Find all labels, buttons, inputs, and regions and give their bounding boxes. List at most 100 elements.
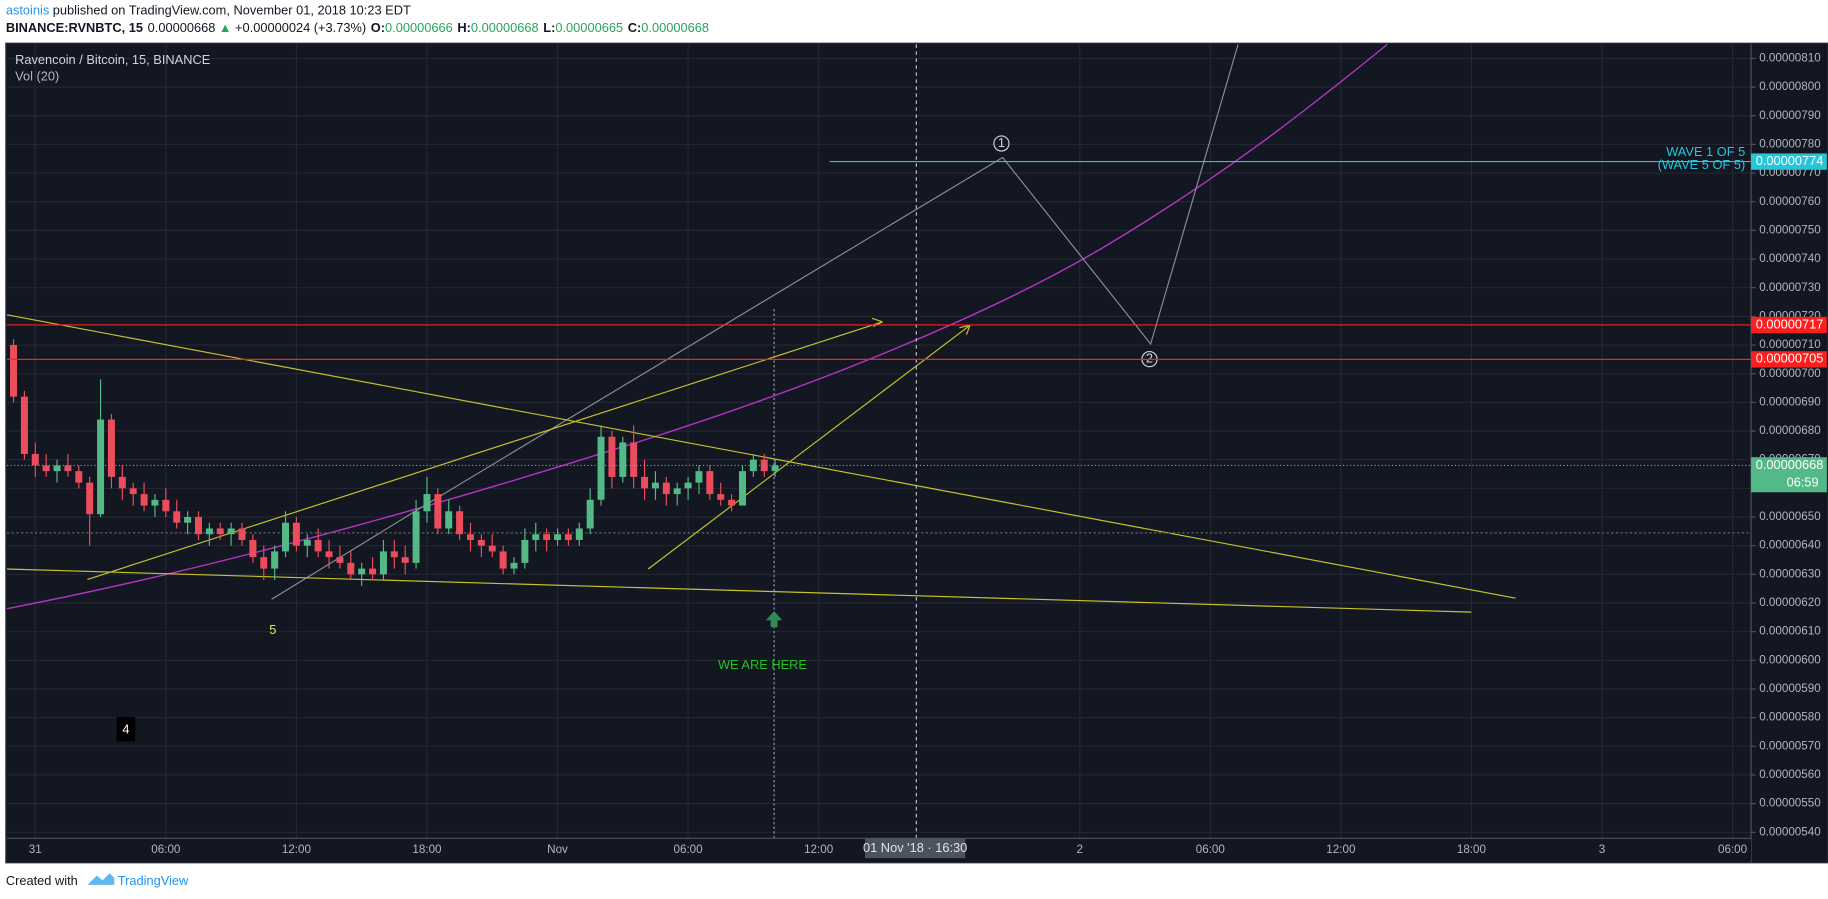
candle-body bbox=[325, 551, 333, 558]
x-tick-label: 2 bbox=[1077, 843, 1083, 856]
candle-body bbox=[53, 465, 61, 472]
candle-body bbox=[771, 465, 779, 472]
author[interactable]: astoinis bbox=[6, 3, 49, 18]
x-tick-label: 3 bbox=[1599, 843, 1605, 856]
published: published on TradingView.com, November 0… bbox=[53, 3, 411, 18]
candle-body bbox=[466, 534, 474, 540]
h-label: H: bbox=[457, 21, 471, 36]
candle-body bbox=[140, 494, 148, 506]
y-tick-label: 0.00000740 bbox=[1759, 252, 1821, 265]
footer-text: Created with bbox=[6, 873, 78, 888]
y-tick-label: 0.00000700 bbox=[1759, 367, 1821, 380]
trendline bbox=[6, 568, 1472, 613]
candle-body bbox=[434, 494, 442, 529]
candle-body bbox=[706, 471, 714, 495]
y-tick-label: 0.00000760 bbox=[1759, 195, 1821, 208]
candle-body bbox=[651, 482, 659, 489]
candle-body bbox=[412, 511, 420, 563]
wave-label: 4 bbox=[122, 721, 129, 736]
candle-body bbox=[423, 494, 431, 512]
candle-body bbox=[303, 539, 311, 546]
countdown-label: 06:59 bbox=[1787, 474, 1819, 489]
wave-label: 2 bbox=[1146, 351, 1153, 366]
y-tick-label: 0.00000590 bbox=[1759, 682, 1821, 695]
candle-body bbox=[184, 517, 192, 523]
y-tick-label: 0.00000630 bbox=[1759, 567, 1821, 580]
annotation: WE ARE HERE bbox=[718, 657, 807, 672]
x-tick-label: 06:00 bbox=[151, 843, 181, 856]
crosshair-label: 01 Nov '18 · 16:30 bbox=[863, 840, 967, 855]
x-tick-label: 06:00 bbox=[1718, 843, 1748, 856]
candle-body bbox=[749, 459, 757, 472]
trendline bbox=[647, 324, 971, 570]
chart-subtitle: Vol (20) bbox=[15, 68, 59, 83]
candle-body bbox=[390, 551, 398, 558]
candle-body bbox=[499, 551, 507, 569]
candle-body bbox=[401, 557, 409, 563]
candle-body bbox=[107, 419, 115, 477]
candle-body bbox=[64, 465, 72, 472]
candle-body bbox=[31, 453, 39, 466]
crosshair-box bbox=[865, 838, 966, 859]
candle-body bbox=[760, 459, 768, 472]
candle-body bbox=[173, 511, 181, 523]
y-tick-label: 0.00000730 bbox=[1759, 281, 1821, 294]
logo[interactable] bbox=[87, 873, 115, 885]
price-label-box bbox=[1751, 153, 1827, 170]
candle-body bbox=[608, 436, 616, 477]
wave-label: 5 bbox=[269, 622, 276, 637]
candle-body bbox=[564, 534, 572, 540]
x-tick-label: 31 bbox=[29, 843, 42, 856]
candle-body bbox=[532, 534, 540, 540]
y-tick-label: 0.00000780 bbox=[1759, 137, 1821, 150]
candle-body bbox=[543, 534, 551, 540]
candle-body bbox=[216, 528, 224, 535]
x-tick-label: 18:00 bbox=[412, 843, 442, 856]
x-tick-label: 12:00 bbox=[1326, 843, 1356, 856]
x-tick-label: 12:00 bbox=[282, 843, 312, 856]
candle-body bbox=[554, 534, 562, 540]
up-arrow bbox=[765, 610, 783, 628]
curve bbox=[6, 43, 1388, 610]
candle-body bbox=[597, 436, 605, 500]
candle-body bbox=[194, 517, 202, 535]
high: 0.00000668 bbox=[471, 21, 539, 36]
candle-body bbox=[662, 482, 670, 495]
candle-body bbox=[477, 539, 485, 546]
y-tick-label: 0.00000790 bbox=[1759, 109, 1821, 122]
x-tick-label: 12:00 bbox=[804, 843, 834, 856]
candle-body bbox=[619, 442, 627, 477]
candle-body bbox=[292, 522, 300, 546]
x-tick-label: Nov bbox=[547, 843, 568, 856]
candle-body bbox=[97, 419, 105, 515]
candle-body bbox=[227, 528, 235, 535]
candle-body bbox=[673, 488, 681, 495]
arrow: ▲ bbox=[219, 21, 232, 36]
overlay: 31 06:00 12:00 18:00 Nov 06:00 12:00 2 06:00 12:0… bbox=[6, 44, 1827, 863]
candle-body bbox=[728, 499, 736, 506]
candle-body bbox=[521, 539, 529, 563]
y-tick-label: 0.00000580 bbox=[1759, 711, 1821, 724]
candle-body bbox=[10, 345, 18, 397]
candle-body bbox=[238, 528, 246, 540]
candle-body bbox=[695, 471, 703, 483]
last-price-label: 0.00000668 bbox=[1756, 457, 1824, 472]
y-tick-label: 0.00000800 bbox=[1759, 80, 1821, 93]
price-label-box bbox=[1751, 351, 1827, 368]
candle-body bbox=[282, 522, 290, 552]
candle-body bbox=[151, 499, 159, 506]
price-label: 0.00000717 bbox=[1756, 316, 1824, 331]
label-box bbox=[116, 717, 136, 742]
y-tick-label: 0.00000610 bbox=[1759, 625, 1821, 638]
candle-body bbox=[641, 476, 649, 489]
arrow-head bbox=[959, 324, 971, 335]
last: 0.00000668 bbox=[148, 21, 216, 36]
o-label: O: bbox=[371, 21, 385, 36]
candle-body bbox=[20, 396, 28, 454]
y-tick-label: 0.00000680 bbox=[1759, 424, 1821, 437]
candle-body bbox=[42, 465, 50, 472]
candle-body bbox=[738, 471, 746, 506]
grid bbox=[6, 44, 1752, 839]
footer-brand[interactable]: TradingView bbox=[118, 873, 189, 888]
